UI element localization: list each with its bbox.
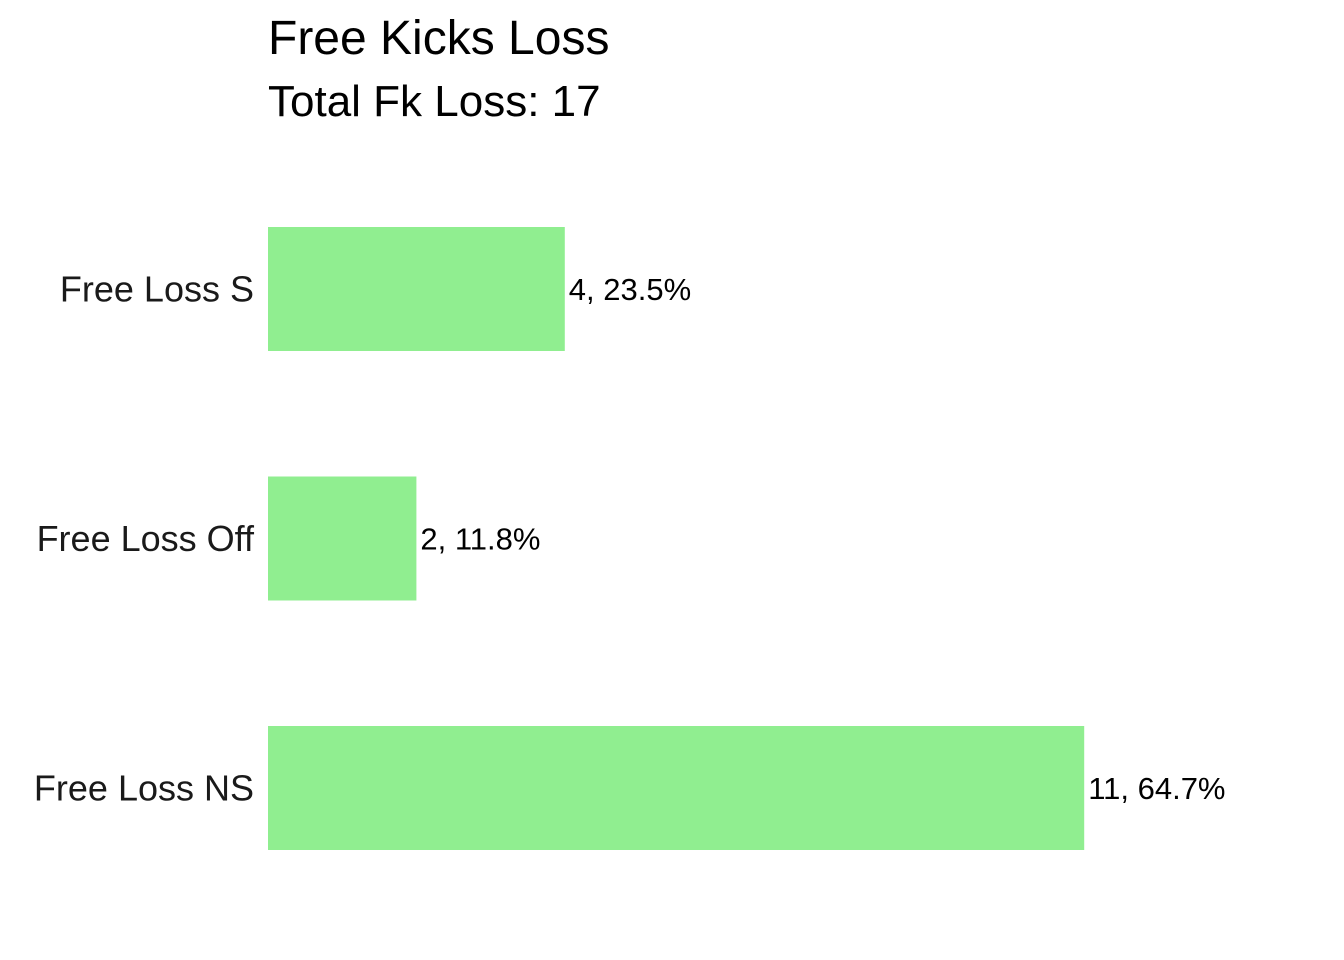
category-label: Free Loss S xyxy=(60,269,254,310)
chart-title: Free Kicks Loss xyxy=(268,12,609,65)
bar xyxy=(268,227,565,351)
chart-subtitle: Total Fk Loss: 17 xyxy=(268,77,601,126)
data-label: 11, 64.7% xyxy=(1088,771,1225,806)
data-label: 4, 23.5% xyxy=(569,272,691,307)
category-label: Free Loss Off xyxy=(37,518,255,559)
category-label: Free Loss NS xyxy=(34,768,254,809)
bars-group: Free Loss S 4, 23.5% Free Loss Off 2, 11.8%… xyxy=(34,227,1226,850)
bar xyxy=(268,726,1085,850)
bar xyxy=(268,476,417,601)
data-label: 2, 11.8% xyxy=(420,522,540,557)
